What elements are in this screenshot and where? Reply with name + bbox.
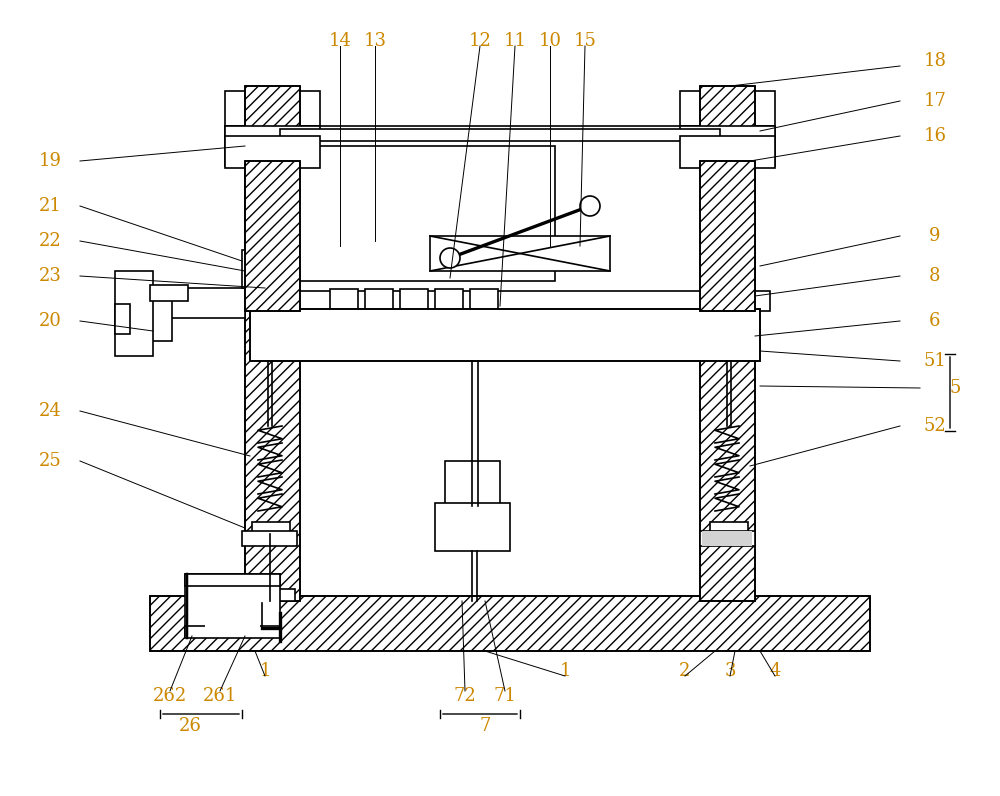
Bar xyxy=(430,236,610,271)
Text: 19: 19 xyxy=(38,152,62,170)
Text: 26: 26 xyxy=(179,717,201,735)
Bar xyxy=(185,626,280,638)
Bar xyxy=(150,596,870,651)
Bar xyxy=(242,531,297,546)
Bar xyxy=(700,531,755,546)
Bar xyxy=(115,304,130,334)
Text: 7: 7 xyxy=(479,717,491,735)
Bar xyxy=(470,289,498,311)
Text: 22: 22 xyxy=(39,232,61,250)
Bar xyxy=(280,129,720,141)
Bar xyxy=(700,86,755,131)
Bar xyxy=(245,589,295,601)
Bar xyxy=(680,136,775,168)
Text: 13: 13 xyxy=(364,32,386,50)
Text: 51: 51 xyxy=(924,352,946,370)
Text: 25: 25 xyxy=(39,452,61,470)
Text: 262: 262 xyxy=(153,687,187,705)
Bar xyxy=(252,522,290,534)
Bar xyxy=(250,309,760,361)
Text: 261: 261 xyxy=(203,687,237,705)
Bar xyxy=(245,161,300,311)
Bar xyxy=(295,146,555,281)
Bar xyxy=(330,289,358,311)
Bar xyxy=(280,126,720,296)
Text: 21: 21 xyxy=(39,197,61,215)
Bar xyxy=(250,309,760,361)
Bar xyxy=(700,161,755,311)
Bar xyxy=(225,91,320,126)
Text: 1: 1 xyxy=(559,662,571,680)
Text: 12: 12 xyxy=(469,32,491,50)
Bar xyxy=(240,291,770,311)
Bar xyxy=(150,596,870,651)
Bar xyxy=(700,161,755,311)
Text: 8: 8 xyxy=(929,267,941,285)
Bar xyxy=(242,250,254,288)
Bar xyxy=(150,286,172,341)
Bar xyxy=(435,289,463,311)
Text: 1: 1 xyxy=(259,662,271,680)
Bar xyxy=(150,285,188,301)
Circle shape xyxy=(580,196,600,216)
Text: 11: 11 xyxy=(504,32,526,50)
Text: 2: 2 xyxy=(679,662,691,680)
Bar xyxy=(680,126,775,166)
Bar xyxy=(225,126,320,138)
Bar xyxy=(245,111,300,601)
Bar xyxy=(150,288,245,318)
Bar xyxy=(185,574,280,636)
Bar xyxy=(710,522,748,534)
Bar xyxy=(365,289,393,311)
Bar xyxy=(245,86,300,131)
Text: 4: 4 xyxy=(769,662,781,680)
Bar xyxy=(680,91,775,126)
Bar xyxy=(700,111,755,601)
Bar xyxy=(225,136,320,168)
Text: 24: 24 xyxy=(39,402,61,420)
Text: 72: 72 xyxy=(454,687,476,705)
Text: 15: 15 xyxy=(574,32,596,50)
Bar xyxy=(700,86,755,131)
Bar xyxy=(245,86,300,131)
Text: 10: 10 xyxy=(538,32,562,50)
Text: 23: 23 xyxy=(39,267,61,285)
Bar xyxy=(435,503,510,551)
Bar xyxy=(245,161,300,311)
Bar xyxy=(185,574,280,586)
Text: 9: 9 xyxy=(929,227,941,245)
Text: 17: 17 xyxy=(924,92,946,110)
Bar xyxy=(700,111,755,601)
Bar xyxy=(245,111,300,601)
Text: 71: 71 xyxy=(494,687,516,705)
Bar xyxy=(225,126,320,166)
Text: 14: 14 xyxy=(329,32,351,50)
Text: 6: 6 xyxy=(929,312,941,330)
Text: 5: 5 xyxy=(949,379,961,397)
Bar xyxy=(115,271,153,356)
Text: 20: 20 xyxy=(39,312,61,330)
Bar xyxy=(702,531,752,546)
Bar xyxy=(680,126,775,138)
Bar xyxy=(400,289,428,311)
Bar xyxy=(445,461,500,506)
Text: 16: 16 xyxy=(924,127,946,145)
Text: 18: 18 xyxy=(924,52,946,70)
Circle shape xyxy=(440,248,460,268)
Bar xyxy=(205,604,260,634)
Text: 52: 52 xyxy=(924,417,946,435)
Text: 3: 3 xyxy=(724,662,736,680)
